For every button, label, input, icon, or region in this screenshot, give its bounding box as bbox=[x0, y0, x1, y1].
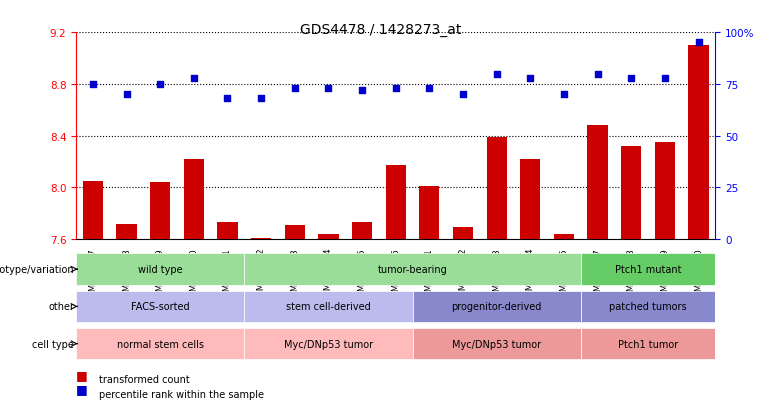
Point bbox=[659, 75, 671, 82]
FancyBboxPatch shape bbox=[76, 254, 244, 285]
Text: Ptch1 tumor: Ptch1 tumor bbox=[618, 339, 678, 349]
Text: other: other bbox=[48, 301, 74, 312]
Point bbox=[188, 75, 200, 82]
Text: GDS4478 / 1428273_at: GDS4478 / 1428273_at bbox=[300, 23, 461, 37]
FancyBboxPatch shape bbox=[76, 291, 244, 323]
FancyBboxPatch shape bbox=[581, 328, 715, 360]
Text: cell type: cell type bbox=[32, 339, 74, 349]
Point bbox=[457, 92, 469, 98]
Text: transformed count: transformed count bbox=[99, 374, 189, 384]
Bar bbox=[621, 147, 642, 240]
FancyBboxPatch shape bbox=[581, 254, 715, 285]
Bar bbox=[218, 223, 237, 240]
Point bbox=[120, 92, 132, 98]
Text: Myc/DNp53 tumor: Myc/DNp53 tumor bbox=[452, 339, 541, 349]
Text: progenitor-derived: progenitor-derived bbox=[451, 301, 542, 312]
FancyBboxPatch shape bbox=[244, 328, 412, 360]
Point bbox=[591, 71, 603, 78]
Point bbox=[356, 88, 368, 94]
Bar bbox=[554, 234, 574, 240]
Bar bbox=[419, 187, 439, 240]
Point bbox=[288, 85, 301, 92]
Bar bbox=[183, 159, 204, 240]
Bar bbox=[83, 181, 103, 240]
Point bbox=[491, 71, 503, 78]
Text: Myc/DNp53 tumor: Myc/DNp53 tumor bbox=[284, 339, 373, 349]
Point bbox=[524, 75, 537, 82]
Text: wild type: wild type bbox=[138, 264, 183, 275]
Point bbox=[558, 92, 570, 98]
Point bbox=[255, 96, 267, 102]
Bar bbox=[486, 138, 507, 240]
Text: ■: ■ bbox=[76, 368, 88, 381]
Bar bbox=[318, 234, 339, 240]
Point bbox=[625, 75, 637, 82]
Point bbox=[390, 85, 402, 92]
Text: percentile rank within the sample: percentile rank within the sample bbox=[99, 389, 264, 399]
Bar bbox=[386, 166, 406, 240]
Text: normal stem cells: normal stem cells bbox=[116, 339, 204, 349]
Text: Ptch1 mutant: Ptch1 mutant bbox=[615, 264, 681, 275]
Bar bbox=[654, 143, 675, 240]
Bar bbox=[150, 183, 170, 240]
Text: genotype/variation: genotype/variation bbox=[0, 264, 74, 275]
Text: FACS-sorted: FACS-sorted bbox=[131, 301, 189, 312]
FancyBboxPatch shape bbox=[244, 291, 412, 323]
Text: stem cell-derived: stem cell-derived bbox=[286, 301, 371, 312]
Text: ■: ■ bbox=[76, 382, 88, 395]
Text: patched tumors: patched tumors bbox=[610, 301, 687, 312]
FancyBboxPatch shape bbox=[412, 291, 581, 323]
Point bbox=[693, 40, 705, 47]
Bar bbox=[285, 225, 305, 240]
Point bbox=[221, 96, 234, 102]
FancyBboxPatch shape bbox=[76, 328, 244, 360]
Point bbox=[154, 81, 167, 88]
FancyBboxPatch shape bbox=[412, 328, 581, 360]
Bar bbox=[453, 228, 473, 240]
Bar bbox=[521, 159, 540, 240]
Point bbox=[323, 85, 335, 92]
Text: tumor-bearing: tumor-bearing bbox=[377, 264, 447, 275]
Bar bbox=[587, 126, 608, 240]
Point bbox=[87, 81, 99, 88]
Bar bbox=[352, 223, 372, 240]
Bar bbox=[689, 46, 708, 240]
FancyBboxPatch shape bbox=[581, 291, 715, 323]
Bar bbox=[116, 224, 137, 240]
FancyBboxPatch shape bbox=[244, 254, 581, 285]
Point bbox=[423, 85, 435, 92]
Bar bbox=[251, 238, 271, 240]
